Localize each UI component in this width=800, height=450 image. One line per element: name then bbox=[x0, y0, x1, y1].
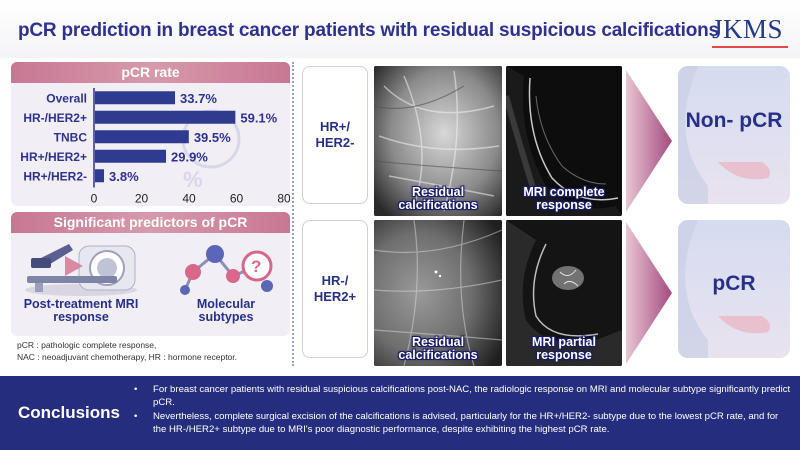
vertical-divider bbox=[292, 62, 294, 366]
conclusions-title: Conclusions bbox=[18, 403, 121, 422]
footnote-line-2: NAC : neoadjuvant chemotherapy, HR : hor… bbox=[17, 352, 238, 362]
bar bbox=[95, 149, 167, 163]
x-tick-label: 40 bbox=[182, 192, 196, 206]
arrow-icon bbox=[626, 70, 672, 212]
pcr-rate-heading: pCR rate bbox=[11, 62, 290, 83]
journal-logo: JKMS bbox=[712, 14, 784, 44]
x-tick-label: 80 bbox=[277, 192, 290, 206]
category-label: TNBC bbox=[54, 130, 88, 144]
caption-mri-partial-response: MRI partial response bbox=[532, 335, 596, 362]
outcome-card-2: pCR bbox=[678, 220, 790, 358]
outcome-label-1: Non- pCR bbox=[685, 109, 783, 132]
svg-text:?: ? bbox=[251, 257, 261, 276]
category-label: Overall bbox=[46, 91, 87, 105]
breast-silhouette-icon bbox=[678, 66, 770, 204]
mammogram-image bbox=[374, 220, 502, 366]
caption-residual-calcifications-2: Residual calcifications bbox=[398, 335, 478, 362]
page-title: pCR prediction in breast cancer patients… bbox=[18, 20, 719, 41]
arrow-icon bbox=[626, 222, 672, 364]
mammogram-image bbox=[374, 66, 502, 216]
mri-scanner-icon bbox=[25, 244, 137, 296]
conclusions-list: • For breast cancer patients with residu… bbox=[134, 384, 794, 438]
conclusions-bar: Conclusions • For breast cancer patients… bbox=[0, 376, 800, 450]
conclusion-item: • For breast cancer patients with residu… bbox=[134, 384, 794, 409]
footnote-line-1: pCR : pathologic complete response, bbox=[17, 340, 157, 350]
bar bbox=[95, 130, 189, 144]
data-label: 59.1% bbox=[240, 110, 277, 125]
header: pCR prediction in breast cancer patients… bbox=[0, 0, 800, 58]
bar bbox=[95, 91, 176, 105]
predictor-mri-label: Post-treatment MRI response bbox=[23, 297, 139, 324]
predictor-molecular-label: Molecular subtypes bbox=[196, 297, 256, 324]
x-tick-label: 0 bbox=[91, 192, 98, 206]
subtype-label-hr-neg: HR-/ HER2+ bbox=[302, 220, 368, 358]
caption-residual-calcifications-1: Residual calcifications bbox=[398, 185, 478, 212]
category-label: HR+/HER2- bbox=[23, 169, 87, 183]
bullet-icon: • bbox=[134, 411, 138, 422]
x-tick-label: 20 bbox=[135, 192, 149, 206]
conclusion-text-1: For breast cancer patients with residual… bbox=[153, 384, 791, 408]
outcome-label-2: pCR bbox=[712, 272, 756, 295]
svg-text:%: % bbox=[183, 167, 203, 192]
outcome-card-1: Non- pCR bbox=[678, 66, 790, 204]
x-tick-label: 60 bbox=[230, 192, 244, 206]
data-label: 33.7% bbox=[180, 91, 217, 106]
bar bbox=[95, 110, 236, 124]
mri-image bbox=[506, 66, 622, 216]
predictors-heading: Significant predictors of pCR bbox=[11, 212, 290, 233]
data-label: 3.8% bbox=[109, 169, 139, 184]
molecule-icon: ? bbox=[180, 245, 273, 295]
conclusion-text-2: Nevertheless, complete surgical excision… bbox=[153, 411, 779, 435]
conclusion-item: • Nevertheless, complete surgical excisi… bbox=[134, 411, 794, 436]
data-label: 29.9% bbox=[171, 149, 208, 164]
subtype-label-hr-pos: HR+/ HER2- bbox=[302, 66, 368, 204]
bar bbox=[95, 169, 105, 183]
data-label: 39.5% bbox=[194, 130, 231, 145]
category-label: HR-/HER2+ bbox=[23, 111, 87, 125]
bullet-icon: • bbox=[134, 384, 138, 395]
mri-image bbox=[506, 220, 622, 366]
logo-underline bbox=[712, 46, 788, 48]
breast-silhouette-icon bbox=[678, 220, 770, 358]
pcr-rate-chart: % Overall 33.7% HR-/HER2+ 59.1% TNBC 39.5% HR+… bbox=[20, 88, 290, 206]
category-label: HR+/HER2+ bbox=[20, 150, 87, 164]
caption-mri-complete-response: MRI complete response bbox=[523, 185, 605, 212]
predictors-panel: Significant predictors of pCR Post-treat… bbox=[11, 212, 290, 336]
pcr-rate-panel: pCR rate % Overall 33.7% HR-/HER2+ 59.1% TNB… bbox=[11, 62, 290, 206]
